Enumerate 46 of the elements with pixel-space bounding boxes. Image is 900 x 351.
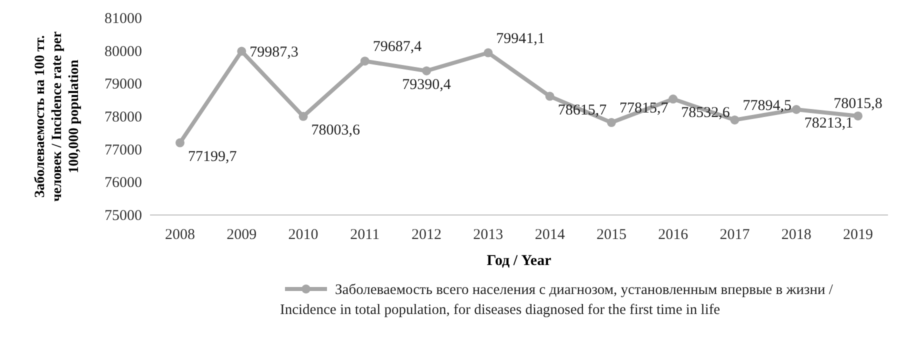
data-label: 79390,4 <box>402 76 452 93</box>
point <box>360 56 370 66</box>
x-tick-label: 2011 <box>350 227 380 243</box>
x-tick-label: 2010 <box>288 227 318 243</box>
data-label: 79687,4 <box>372 39 422 56</box>
y-axis-title: Заболеваемость на 100 тт. человек / Incidence rate per 100,000 population <box>33 31 82 202</box>
x-tick-label: 2013 <box>473 227 504 243</box>
y-tick-label: 80000 <box>104 44 142 60</box>
point <box>237 46 246 56</box>
x-tick-label: 2019 <box>843 227 873 243</box>
x-tick-label: 2008 <box>165 227 195 243</box>
point <box>792 105 801 114</box>
point <box>854 111 862 120</box>
point <box>484 48 493 58</box>
data-label: 77894,5 <box>742 98 792 114</box>
point <box>730 115 740 124</box>
y-tick-label: 81000 <box>104 11 142 27</box>
point <box>422 66 432 76</box>
y-tick-label: 77000 <box>104 142 142 158</box>
y-tick-label: 79000 <box>104 76 142 93</box>
data-label: 78015,8 <box>834 96 882 112</box>
x-tick-label: 2017 <box>720 227 750 243</box>
y-tick-label: 78000 <box>104 110 142 126</box>
y-tick-label: 76000 <box>104 175 142 192</box>
x-tick-label: 2016 <box>658 227 689 243</box>
data-label: 79987,3 <box>250 44 298 60</box>
legend-label: Заболеваемость всего населения с диагнозом, установленным впервые в жизни / Incidence in total population, for diseases diagnosed for the first time in life <box>280 282 834 318</box>
point <box>298 112 308 121</box>
x-tick-label: 2014 <box>534 227 566 243</box>
data-label: 78213,1 <box>804 116 854 132</box>
point <box>606 118 616 128</box>
x-tick-label: 2018 <box>781 227 812 243</box>
x-tick-label: 2012 <box>412 227 442 243</box>
x-tick-label: 2009 <box>226 227 257 243</box>
data-label: 77199,7 <box>188 148 238 165</box>
point <box>545 92 554 101</box>
data-label: 77815,7 <box>619 100 669 117</box>
y-tick-label: 75000 <box>104 208 142 224</box>
x-axis-title: Год / Year <box>486 253 552 269</box>
data-label: 78615,7 <box>558 102 608 118</box>
data-label: 78532,6 <box>681 105 730 122</box>
x-tick-label: 2015 <box>596 227 626 243</box>
point <box>668 94 678 104</box>
data-label: 79941,1 <box>496 30 545 47</box>
data-label: 78003,6 <box>311 122 361 138</box>
point <box>176 138 184 148</box>
